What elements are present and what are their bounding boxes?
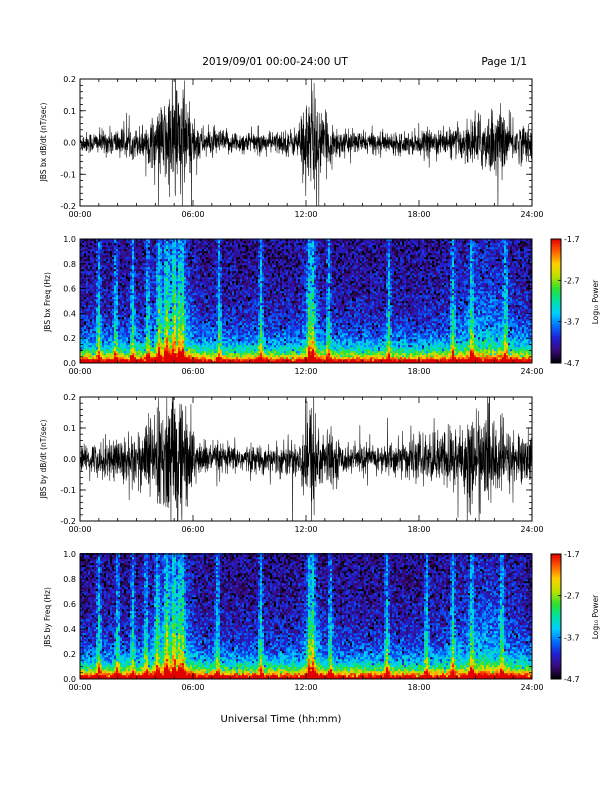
y-tick-label: 0.0 — [63, 455, 76, 464]
x-tick-label: 18:00 — [407, 683, 430, 692]
y-tick-label: 0.6 — [63, 285, 76, 294]
x-tick-label: 18:00 — [407, 210, 430, 219]
x-tick-label: 24:00 — [520, 210, 543, 219]
spectrogram-image — [80, 553, 532, 679]
x-tick-label: 12:00 — [294, 525, 317, 534]
x-tick-label: 00:00 — [68, 525, 91, 534]
bx-colorbar-title: Log₁₀ Power — [591, 279, 600, 324]
colorbar-tick-label: -4.7 — [564, 675, 580, 684]
y-tick-label: 0.8 — [63, 575, 76, 584]
y-tick-label: 1.0 — [63, 235, 76, 244]
y-tick-label: -0.2 — [60, 202, 76, 211]
by-freq-ylabel: JBS by Freq (Hz) — [43, 587, 52, 648]
y-tick-label: 0.0 — [63, 359, 76, 368]
x-tick-label: 24:00 — [520, 525, 543, 534]
colorbar-gradient — [551, 239, 561, 363]
x-tick-label: 00:00 — [68, 210, 91, 219]
y-tick-label: 0.2 — [63, 334, 76, 343]
date-range-title: 2019/09/01 00:00-24:00 UT — [202, 56, 348, 68]
y-tick-label: -0.2 — [60, 517, 76, 526]
y-tick-label: 0.0 — [63, 139, 76, 148]
x-tick-label: 06:00 — [181, 210, 204, 219]
colorbar-tick-label: -3.7 — [564, 633, 580, 642]
bx-freq-ylabel: JBS bx Freq (Hz) — [43, 272, 52, 333]
bx-spectrogram-panel: JBS bx Freq (Hz) 00:00 06:00 12:00 18:00 24:… — [43, 235, 544, 376]
x-tick-label: 06:00 — [181, 683, 204, 692]
y-tick-label: 0.1 — [63, 107, 76, 116]
bx-dbdt-panel: JBS bx dB/dt (nT/sec) 00:00 06:00 12:00 18:… — [39, 46, 544, 227]
x-tick-label: 12:00 — [294, 683, 317, 692]
x-tick-label: 06:00 — [181, 367, 204, 376]
x-tick-label: 12:00 — [294, 367, 317, 376]
colorbar-tick-label: -4.7 — [564, 359, 580, 368]
x-tick-label: 12:00 — [294, 210, 317, 219]
x-axis-label: Universal Time (hh:mm) — [221, 714, 342, 725]
y-tick-label: 1.0 — [63, 550, 76, 559]
y-tick-label: 0.4 — [63, 309, 76, 318]
by-colorbar: Log₁₀ Power -1.7 -2.7 -3.7 -4.7 — [551, 550, 600, 684]
x-tick-label: 24:00 — [520, 683, 543, 692]
x-tick-label: 18:00 — [407, 525, 430, 534]
y-tick-label: 0.2 — [63, 650, 76, 659]
y-tick-label: 0.1 — [63, 424, 76, 433]
x-tick-label: 06:00 — [181, 525, 204, 534]
x-tick-label: 24:00 — [520, 367, 543, 376]
colorbar-tick-label: -2.7 — [564, 592, 580, 601]
colorbar-tick-label: -2.7 — [564, 276, 580, 285]
colorbar-gradient — [551, 554, 561, 679]
colorbar-tick-label: -3.7 — [564, 318, 580, 327]
colorbar-tick-label: -1.7 — [564, 550, 580, 559]
by-dbdt-ylabel: JBS by dB/dt (nT/sec) — [39, 420, 48, 500]
bx-dbdt-ylabel: JBS bx dB/dt (nT/sec) — [39, 103, 48, 183]
y-tick-label: 0.0 — [63, 675, 76, 684]
spectrogram-image — [80, 239, 532, 363]
bx-colorbar: Log₁₀ Power -1.7 -2.7 -3.7 -4.7 — [551, 235, 600, 368]
y-tick-label: 0.2 — [63, 393, 76, 402]
y-tick-label: -0.1 — [60, 486, 76, 495]
page-number: Page 1/1 — [481, 56, 527, 68]
x-tick-label: 00:00 — [68, 367, 91, 376]
y-tick-label: -0.1 — [60, 170, 76, 179]
x-tick-label: 00:00 — [68, 683, 91, 692]
x-tick-label: 18:00 — [407, 367, 430, 376]
y-tick-label: 0.6 — [63, 600, 76, 609]
by-colorbar-title: Log₁₀ Power — [591, 594, 600, 639]
y-tick-label: 0.8 — [63, 260, 76, 269]
by-spectrogram-panel: JBS by Freq (Hz) 00:00 06:00 12:00 18:00 24:… — [43, 550, 544, 692]
dbdt-trace — [80, 46, 532, 227]
colorbar-tick-label: -1.7 — [564, 235, 580, 244]
y-tick-label: 0.2 — [63, 75, 76, 84]
y-tick-label: 0.4 — [63, 625, 76, 634]
